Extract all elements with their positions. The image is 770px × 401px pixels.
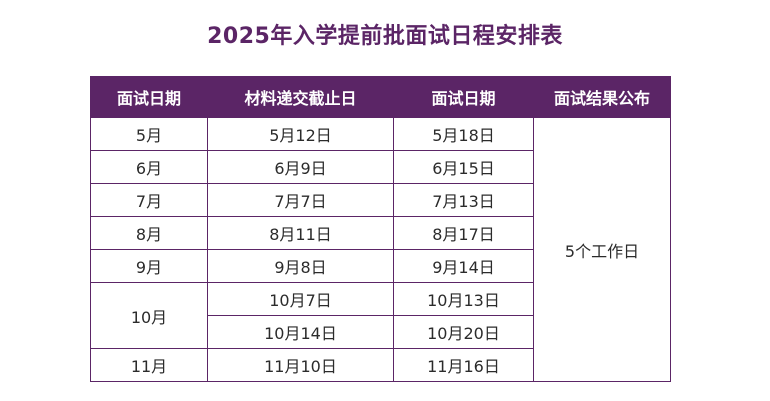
month-cell: 10月 bbox=[90, 282, 208, 349]
table-row: 10月14日 10月20日 bbox=[91, 315, 671, 349]
schedule-table: 面试日期 材料递交截止日 面试日期 面试结果公布 5月 5月12日 5月18日 … bbox=[90, 76, 671, 382]
interview-date-cell: 10月20日 bbox=[393, 315, 534, 349]
table-row: 5月 5月12日 5月18日 5个工作日 bbox=[90, 117, 671, 382]
month-cell: 5月 bbox=[90, 117, 208, 151]
deadline-cell: 6月9日 bbox=[207, 150, 394, 184]
header-interview-month: 面试日期 bbox=[90, 76, 208, 118]
table-row: 11月 11月10日 11月16日 bbox=[90, 348, 671, 382]
month-cell: 11月 bbox=[90, 348, 208, 382]
interview-date-cell: 10月13日 bbox=[393, 282, 534, 316]
interview-date-cell: 5月18日 bbox=[393, 117, 534, 151]
header-interview-date: 面试日期 bbox=[393, 76, 534, 118]
month-cell: 7月 bbox=[90, 183, 208, 217]
header-deadline: 材料递交截止日 bbox=[207, 76, 394, 118]
table-row: 8月 8月11日 8月17日 bbox=[90, 216, 671, 250]
month-cell: 8月 bbox=[90, 216, 208, 250]
deadline-cell: 10月14日 bbox=[207, 315, 394, 349]
interview-date-cell: 6月15日 bbox=[393, 150, 534, 184]
deadline-cell: 11月10日 bbox=[207, 348, 394, 382]
table-row: 10月 10月7日 10月13日 bbox=[90, 282, 671, 349]
interview-date-cell: 11月16日 bbox=[393, 348, 534, 382]
deadline-cell: 9月8日 bbox=[207, 249, 394, 283]
header-result-publish: 面试结果公布 bbox=[533, 76, 671, 118]
table-header-row: 面试日期 材料递交截止日 面试日期 面试结果公布 bbox=[90, 76, 671, 118]
page-title: 2025年入学提前批面试日程安排表 bbox=[207, 24, 563, 49]
table-row: 6月 6月9日 6月15日 bbox=[90, 150, 671, 184]
interview-date-cell: 8月17日 bbox=[393, 216, 534, 250]
month-cell: 9月 bbox=[90, 249, 208, 283]
deadline-cell: 7月7日 bbox=[207, 183, 394, 217]
interview-date-cell: 9月14日 bbox=[393, 249, 534, 283]
interview-date-cell: 7月13日 bbox=[393, 183, 534, 217]
month-cell: 6月 bbox=[90, 150, 208, 184]
deadline-cell: 5月12日 bbox=[207, 117, 394, 151]
deadline-cell: 8月11日 bbox=[207, 216, 394, 250]
deadline-cell: 10月7日 bbox=[207, 282, 394, 316]
table-row: 9月 9月8日 9月14日 bbox=[90, 249, 671, 283]
result-publish-cell: 5个工作日 bbox=[533, 117, 671, 382]
table-row: 7月 7月7日 7月13日 bbox=[90, 183, 671, 217]
